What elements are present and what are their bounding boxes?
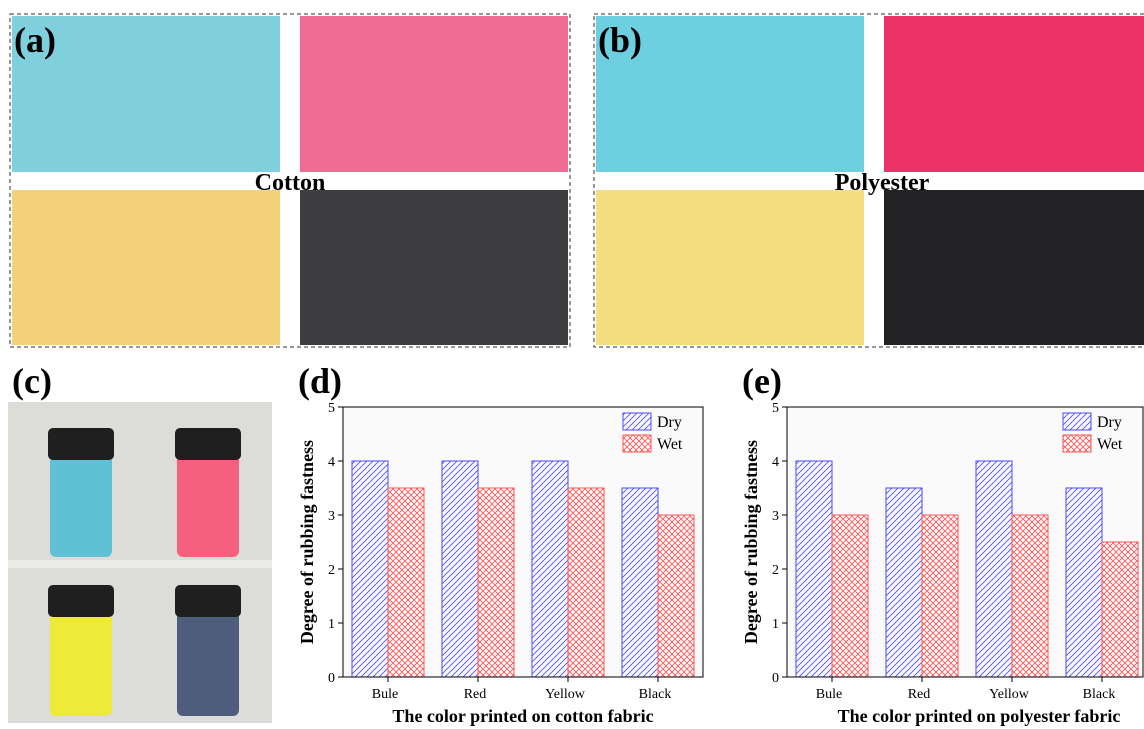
- x-tick-label: Red: [908, 687, 931, 702]
- bar: [1102, 542, 1138, 677]
- legend-label: Wet: [657, 436, 683, 453]
- swatch: [300, 190, 568, 345]
- legend-swatch: [1063, 413, 1091, 430]
- y-tick-label: 3: [772, 509, 779, 524]
- y-tick-label: 1: [772, 617, 779, 632]
- y-tick-label: 4: [328, 455, 335, 470]
- x-tick-label: Bule: [372, 687, 398, 702]
- figure: (a) (b) (c) Cotton Polyester (d) 0 1 2 3 4 5 Dr…: [0, 0, 1144, 729]
- swatch: [596, 190, 864, 345]
- fabric-label: Cotton: [255, 170, 326, 196]
- y-tick-label: 1: [328, 617, 335, 632]
- bar: [886, 488, 922, 677]
- y-tick-label: 5: [328, 401, 335, 416]
- bar: [388, 488, 424, 677]
- x-tick-label: Black: [1083, 687, 1116, 702]
- bar: [1012, 515, 1048, 677]
- x-tick-label: Black: [639, 687, 672, 702]
- y-tick-label: 2: [772, 563, 779, 578]
- bottle: [177, 455, 239, 557]
- bottle-cap: [48, 428, 114, 460]
- legend-label: Dry: [1097, 414, 1122, 431]
- x-tick-label: Red: [464, 687, 487, 702]
- panel-label: (d): [298, 361, 342, 401]
- y-axis-title: Degree of rubbing fastness: [741, 440, 761, 644]
- bottle-cap: [175, 428, 241, 460]
- x-axis-title: The color printed on polyester fabric: [838, 706, 1121, 726]
- panel-label: (a): [14, 20, 56, 60]
- legend-swatch: [1063, 435, 1091, 452]
- fabric-label: Polyester: [835, 170, 930, 196]
- bar: [442, 461, 478, 677]
- swatch: [884, 190, 1144, 345]
- y-axis-title: Degree of rubbing fastness: [297, 440, 317, 644]
- bottle: [50, 612, 112, 716]
- bar: [1066, 488, 1102, 677]
- panel-label: (b): [598, 20, 642, 60]
- bottle-cap: [175, 585, 241, 617]
- bar: [622, 488, 658, 677]
- bar: [352, 461, 388, 677]
- x-tick-label: Yellow: [545, 687, 586, 702]
- y-tick-label: 4: [772, 455, 779, 470]
- swatch: [884, 16, 1144, 172]
- bottle: [50, 455, 112, 557]
- chart: (d) 0 1 2 3 4 5 Dry Wet Bule Red Yellow Black The col…: [297, 361, 703, 726]
- chart: (e) 0 1 2 3 4 5 Dry Wet Bule Red Yellow Black The col…: [741, 361, 1143, 726]
- legend-label: Wet: [1097, 436, 1123, 453]
- shelf: [8, 560, 272, 568]
- bottle-cap: [48, 585, 114, 617]
- bar: [832, 515, 868, 677]
- x-tick-label: Bule: [816, 687, 842, 702]
- bar: [976, 461, 1012, 677]
- swatch: [300, 16, 568, 172]
- panel-label: (e): [742, 361, 782, 401]
- bar: [568, 488, 604, 677]
- panel-label: (c): [12, 361, 52, 401]
- x-axis-title: The color printed on cotton fabric: [392, 706, 653, 726]
- y-tick-label: 2: [328, 563, 335, 578]
- swatch: [12, 190, 280, 345]
- legend-swatch: [623, 435, 651, 452]
- y-tick-label: 0: [328, 671, 335, 686]
- bar: [478, 488, 514, 677]
- y-tick-label: 5: [772, 401, 779, 416]
- y-tick-label: 0: [772, 671, 779, 686]
- bar: [796, 461, 832, 677]
- y-tick-label: 3: [328, 509, 335, 524]
- legend-label: Dry: [657, 414, 682, 431]
- bar: [532, 461, 568, 677]
- bar: [922, 515, 958, 677]
- bottle: [177, 612, 239, 716]
- bar: [658, 515, 694, 677]
- x-tick-label: Yellow: [989, 687, 1030, 702]
- legend-swatch: [623, 413, 651, 430]
